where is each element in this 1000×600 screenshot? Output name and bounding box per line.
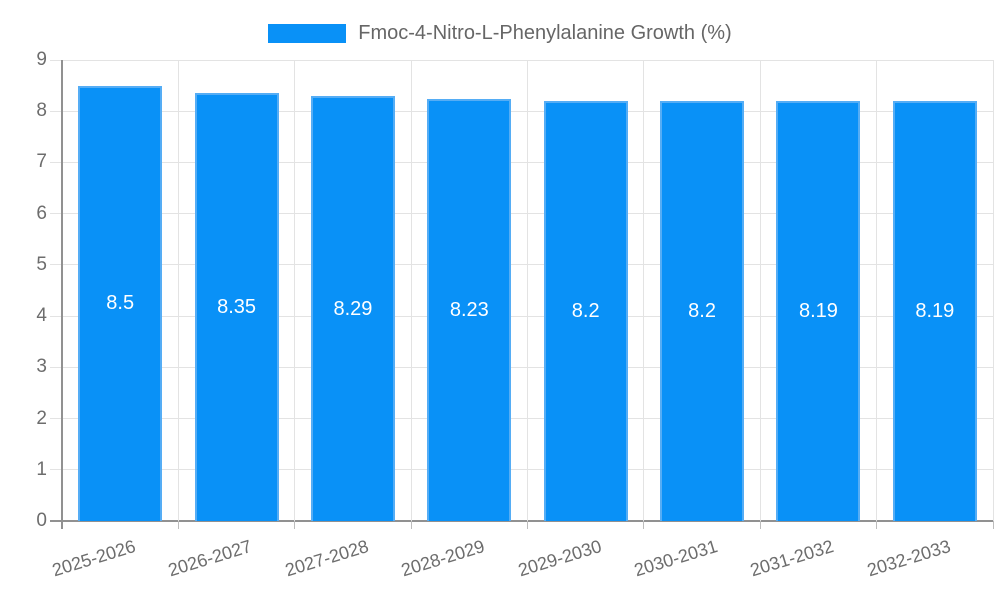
h-gridline	[50, 161, 993, 163]
y-tick-label: 3	[36, 356, 47, 378]
bar-value-label: 8.19	[798, 300, 838, 323]
h-gridline	[50, 366, 993, 368]
x-tick-label: 2029-2030	[515, 536, 604, 581]
bar[interactable]	[660, 100, 745, 521]
y-tick-label: 7	[36, 151, 47, 173]
v-gridline	[876, 60, 878, 521]
x-tick-label: 2031-2032	[748, 536, 837, 581]
x-axis-tick	[61, 521, 63, 529]
bar[interactable]	[194, 93, 279, 521]
h-gridline	[50, 213, 993, 215]
bar-value-label: 8.23	[449, 299, 489, 322]
x-axis-tick	[876, 521, 878, 529]
legend-label: Fmoc-4-Nitro-L-Phenylalanine Growth (%)	[358, 21, 732, 44]
x-axis-tick	[527, 521, 528, 529]
v-gridline	[527, 60, 528, 521]
y-tick-label: 1	[36, 458, 47, 480]
h-gridline	[50, 264, 993, 266]
v-gridline	[177, 60, 179, 521]
h-gridline	[50, 59, 993, 61]
v-gridline	[992, 60, 994, 521]
bar[interactable]	[892, 101, 977, 521]
y-axis-line	[61, 60, 63, 521]
x-axis-tick	[294, 521, 296, 529]
bar[interactable]	[776, 101, 861, 521]
y-tick-label: 6	[36, 202, 47, 224]
bar[interactable]	[543, 100, 628, 521]
x-tick-label: 2025-2026	[49, 536, 139, 581]
bar-value-label: 8.2	[571, 299, 600, 322]
legend-swatch	[268, 23, 347, 43]
v-gridline	[294, 60, 296, 521]
x-tick-label: 2028-2029	[398, 536, 488, 581]
x-tick-label: 2032-2033	[864, 536, 953, 581]
y-tick-label: 2	[36, 407, 47, 429]
x-axis-tick	[410, 521, 412, 529]
chart-legend[interactable]: Fmoc-4-Nitro-L-Phenylalanine Growth (%)	[0, 20, 1000, 46]
h-gridline	[50, 469, 993, 471]
y-tick-label: 0	[36, 510, 47, 531]
y-tick-label: 8	[36, 100, 47, 122]
x-tick-label: 2030-2031	[631, 536, 720, 581]
y-tick-label: 5	[36, 253, 47, 275]
bar-value-label: 8.19	[915, 300, 955, 323]
bar-value-label: 8.29	[333, 297, 373, 320]
h-gridline	[50, 110, 993, 112]
y-tick-label: 9	[36, 49, 47, 70]
x-axis-tick	[177, 521, 179, 529]
x-axis-line	[50, 520, 993, 522]
v-gridline	[759, 60, 761, 521]
bar[interactable]	[310, 96, 395, 521]
v-gridline	[410, 60, 412, 521]
bar[interactable]	[427, 99, 512, 521]
bar-value-label: 8.35	[217, 296, 257, 319]
bar-value-label: 8.5	[106, 292, 135, 315]
x-tick-label: 2026-2027	[166, 536, 255, 581]
h-gridline	[50, 315, 993, 317]
x-axis-tick	[643, 521, 645, 529]
x-axis-tick	[992, 521, 994, 529]
bar[interactable]	[78, 85, 163, 521]
v-gridline	[643, 60, 645, 521]
h-gridline	[50, 418, 993, 420]
y-tick-label: 4	[36, 305, 47, 327]
x-tick-label: 2027-2028	[282, 536, 371, 581]
bar-value-label: 8.2	[688, 299, 716, 322]
x-axis-tick	[759, 521, 761, 529]
